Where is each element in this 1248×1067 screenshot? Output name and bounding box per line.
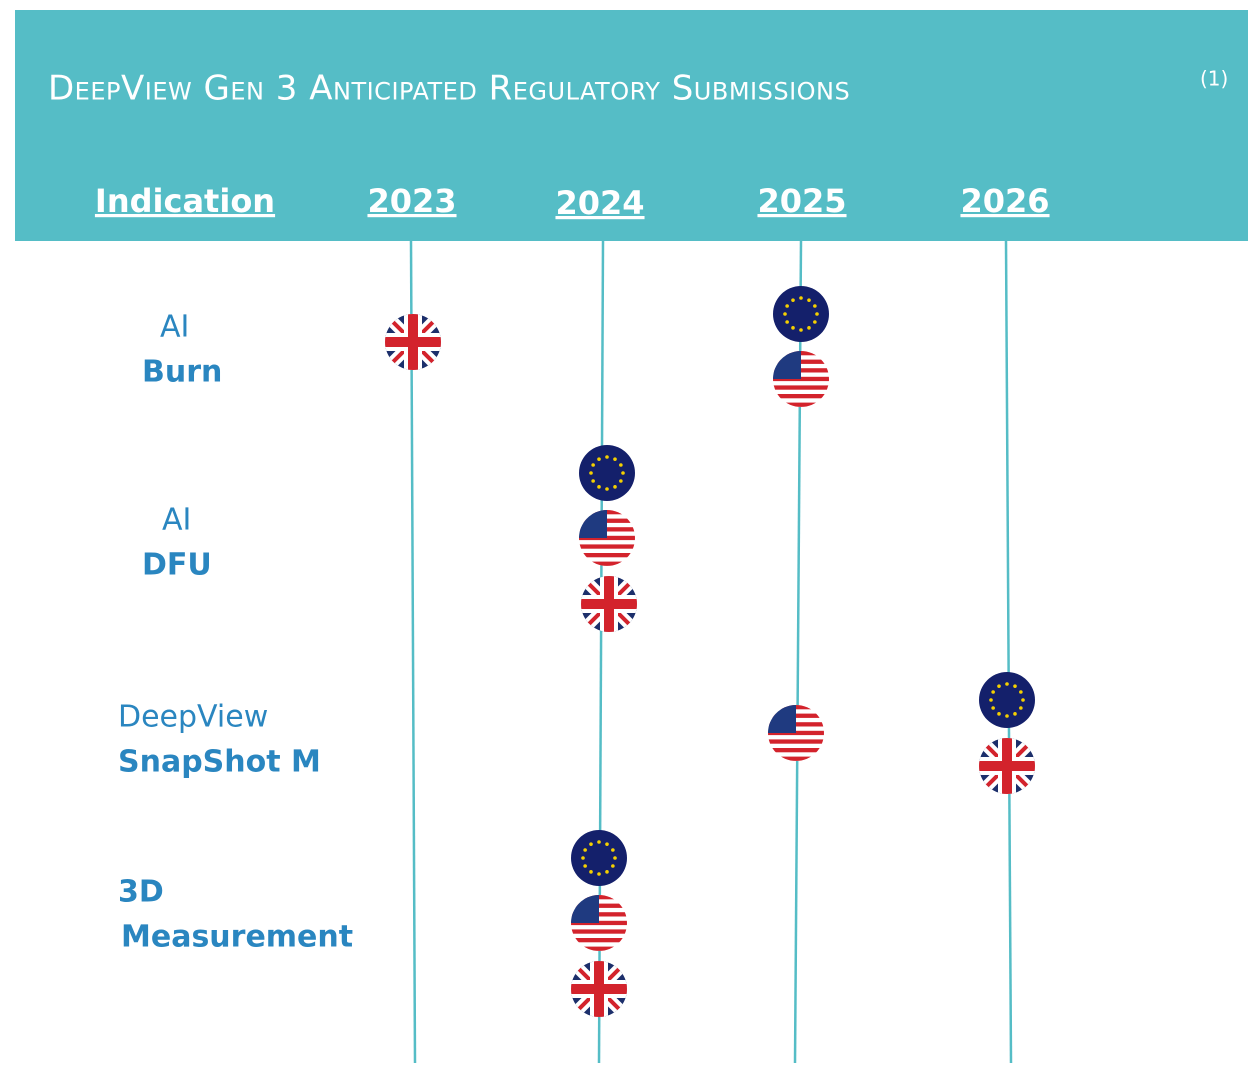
flag-eu — [577, 443, 637, 503]
flag-us — [766, 703, 826, 763]
row-label: 3D — [118, 875, 164, 910]
flag-uk — [383, 312, 443, 372]
row-label: SnapShot M — [118, 745, 321, 780]
header-band — [15, 10, 1248, 241]
row-label: DeepView — [118, 700, 268, 735]
row-label: DFU — [142, 548, 212, 583]
row-label: AI — [162, 503, 191, 538]
column-header: 2023 — [367, 182, 456, 220]
flag-eu — [771, 284, 831, 344]
column-header: 2026 — [960, 182, 1049, 220]
flag-eu — [569, 828, 629, 888]
column-header: 2024 — [555, 184, 644, 222]
flag-eu — [977, 670, 1037, 730]
flag-uk — [569, 959, 629, 1019]
title: DeepView Gen 3 Anticipated Regulatory Su… — [48, 69, 850, 109]
flag-uk — [977, 736, 1037, 796]
row-label: Measurement — [121, 920, 353, 955]
row-label: Burn — [142, 355, 222, 390]
flags — [383, 284, 1037, 1019]
flag-uk — [579, 574, 639, 634]
flag-us — [771, 349, 831, 409]
row-label: AI — [160, 310, 189, 345]
timeline-lines — [409, 240, 1013, 1064]
column-header: Indication — [95, 182, 275, 220]
flag-us — [569, 893, 629, 953]
column-header: 2025 — [757, 182, 846, 220]
footnote: (1) — [1200, 67, 1228, 91]
flag-us — [577, 508, 637, 568]
